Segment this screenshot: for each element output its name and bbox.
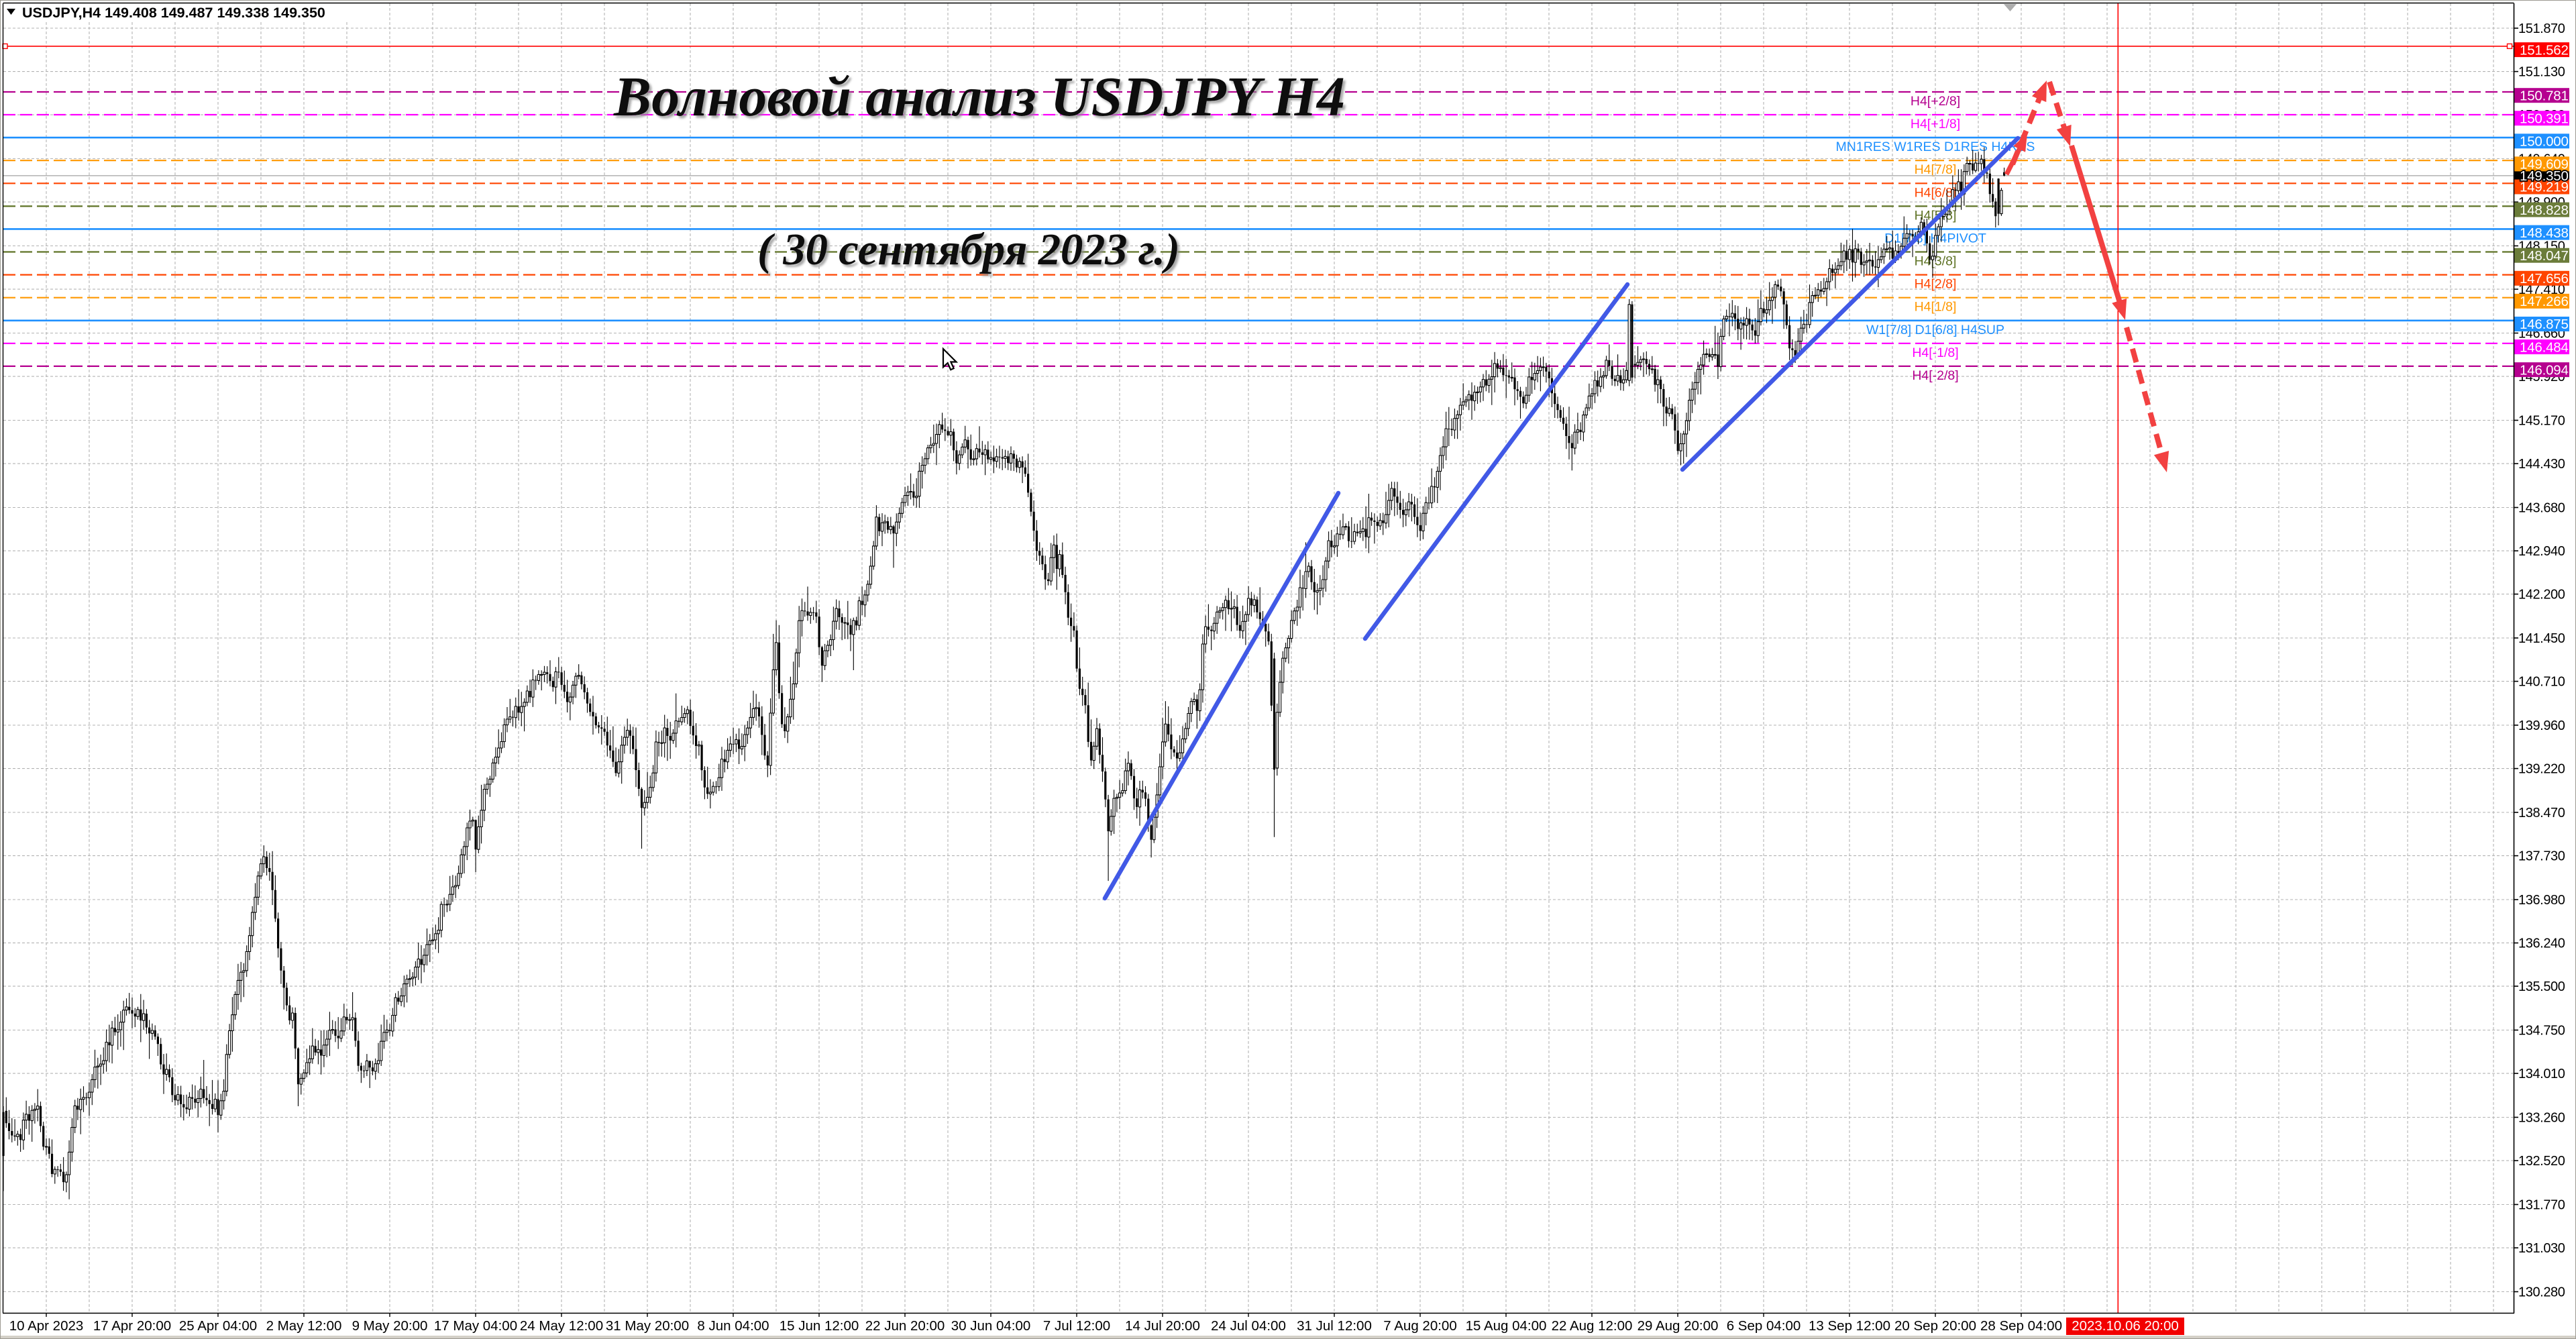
svg-text:20 Sep 20:00: 20 Sep 20:00 [1894, 1318, 1976, 1334]
svg-text:2 May 12:00: 2 May 12:00 [266, 1318, 342, 1334]
svg-text:MN1RES W1RES D1RES H4RES: MN1RES W1RES D1RES H4RES [1836, 140, 2035, 154]
svg-text:7 Aug 20:00: 7 Aug 20:00 [1383, 1318, 1456, 1334]
svg-text:146.094: 146.094 [2520, 362, 2569, 378]
svg-text:( 30 сентября 2023 г.): ( 30 сентября 2023 г.) [757, 225, 1180, 274]
svg-text:30 Jun 04:00: 30 Jun 04:00 [951, 1318, 1031, 1334]
svg-text:H4[1/8]: H4[1/8] [1915, 300, 1957, 315]
svg-text:24 Jul 04:00: 24 Jul 04:00 [1211, 1318, 1286, 1334]
svg-text:9 May 20:00: 9 May 20:00 [352, 1318, 428, 1334]
svg-text:132.520: 132.520 [2518, 1154, 2565, 1169]
svg-text:131.770: 131.770 [2518, 1198, 2565, 1213]
svg-text:15 Aug 04:00: 15 Aug 04:00 [1466, 1318, 1547, 1334]
svg-text:W1[7/8] D1[6/8] H4SUP: W1[7/8] D1[6/8] H4SUP [1866, 323, 2004, 337]
svg-text:2023.10.06 20:00: 2023.10.06 20:00 [2072, 1318, 2179, 1334]
svg-text:150.000: 150.000 [2520, 134, 2569, 150]
svg-text:H4[+1/8]: H4[+1/8] [1911, 117, 1960, 131]
svg-text:29 Aug 20:00: 29 Aug 20:00 [1638, 1318, 1719, 1334]
svg-text:17 Apr 20:00: 17 Apr 20:00 [93, 1318, 171, 1334]
svg-text:151.130: 151.130 [2518, 65, 2565, 80]
svg-text:USDJPY,H4 149.408 149.487 149: USDJPY,H4 149.408 149.487 149.338 149.35… [22, 5, 325, 21]
svg-text:H4[+2/8]: H4[+2/8] [1911, 94, 1960, 109]
svg-text:143.680: 143.680 [2518, 501, 2565, 516]
svg-text:7 Jul 12:00: 7 Jul 12:00 [1043, 1318, 1110, 1334]
svg-text:10 Apr 2023: 10 Apr 2023 [9, 1318, 84, 1334]
svg-text:H4[2/8]: H4[2/8] [1915, 277, 1957, 292]
svg-text:139.220: 139.220 [2518, 762, 2565, 777]
svg-text:146.875: 146.875 [2520, 317, 2569, 332]
svg-text:145.170: 145.170 [2518, 414, 2565, 429]
svg-text:148.047: 148.047 [2520, 248, 2569, 264]
svg-text:149.219: 149.219 [2520, 180, 2569, 195]
svg-text:142.200: 142.200 [2518, 588, 2565, 602]
svg-text:6 Sep 04:00: 6 Sep 04:00 [1727, 1318, 1801, 1334]
svg-text:H4[-1/8]: H4[-1/8] [1912, 345, 1958, 360]
svg-text:25 Apr 04:00: 25 Apr 04:00 [179, 1318, 257, 1334]
svg-text:24 May 12:00: 24 May 12:00 [520, 1318, 603, 1334]
svg-text:H4[-2/8]: H4[-2/8] [1912, 368, 1958, 383]
svg-text:150.391: 150.391 [2520, 111, 2569, 126]
svg-text:136.980: 136.980 [2518, 893, 2565, 908]
svg-text:137.730: 137.730 [2518, 849, 2565, 864]
svg-text:148.438: 148.438 [2520, 225, 2569, 241]
svg-text:146.484: 146.484 [2520, 339, 2569, 355]
svg-text:135.500: 135.500 [2518, 979, 2565, 994]
svg-text:22 Aug 12:00: 22 Aug 12:00 [1552, 1318, 1633, 1334]
svg-text:H4[6/8]: H4[6/8] [1915, 185, 1957, 200]
svg-text:150.781: 150.781 [2520, 88, 2569, 103]
svg-text:149.350: 149.350 [2520, 168, 2569, 184]
svg-text:147.656: 147.656 [2520, 271, 2569, 286]
svg-text:14 Jul 20:00: 14 Jul 20:00 [1125, 1318, 1200, 1334]
svg-text:148.828: 148.828 [2520, 203, 2569, 218]
svg-text:17 May 04:00: 17 May 04:00 [434, 1318, 517, 1334]
svg-text:144.430: 144.430 [2518, 457, 2565, 472]
svg-text:31 May 20:00: 31 May 20:00 [606, 1318, 689, 1334]
svg-text:147.410: 147.410 [2518, 282, 2565, 297]
svg-text:138.470: 138.470 [2518, 806, 2565, 820]
svg-text:151.562: 151.562 [2520, 42, 2569, 58]
svg-text:Волновой анализ USDJPY H4: Волновой анализ USDJPY H4 [613, 66, 1345, 128]
svg-text:136.240: 136.240 [2518, 936, 2565, 951]
svg-text:141.450: 141.450 [2518, 631, 2565, 646]
svg-text:147.266: 147.266 [2520, 294, 2569, 309]
svg-text:13 Sep 12:00: 13 Sep 12:00 [1809, 1318, 1890, 1334]
svg-text:151.870: 151.870 [2518, 21, 2565, 36]
svg-text:22 Jun 20:00: 22 Jun 20:00 [865, 1318, 945, 1334]
svg-text:134.750: 134.750 [2518, 1024, 2565, 1038]
svg-text:134.010: 134.010 [2518, 1067, 2565, 1081]
svg-text:28 Sep 04:00: 28 Sep 04:00 [1980, 1318, 2062, 1334]
svg-text:133.260: 133.260 [2518, 1111, 2565, 1126]
svg-text:15 Jun 12:00: 15 Jun 12:00 [780, 1318, 859, 1334]
svg-text:149.609: 149.609 [2520, 157, 2569, 172]
svg-text:31 Jul 12:00: 31 Jul 12:00 [1297, 1318, 1372, 1334]
svg-text:8 Jun 04:00: 8 Jun 04:00 [697, 1318, 769, 1334]
svg-text:139.960: 139.960 [2518, 718, 2565, 733]
svg-text:130.280: 130.280 [2518, 1285, 2565, 1300]
svg-text:H4[7/8]: H4[7/8] [1915, 162, 1957, 177]
svg-text:140.710: 140.710 [2518, 675, 2565, 690]
svg-text:142.940: 142.940 [2518, 544, 2565, 559]
svg-text:131.030: 131.030 [2518, 1241, 2565, 1256]
